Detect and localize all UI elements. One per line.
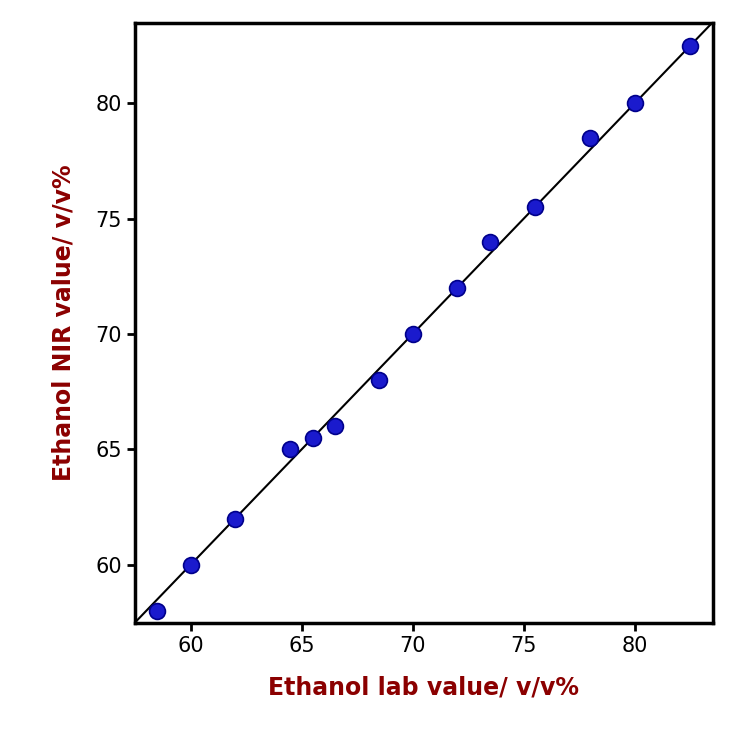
Point	[584, 132, 596, 144]
Point	[374, 374, 386, 386]
X-axis label: Ethanol lab value/ v/v%: Ethanol lab value/ v/v%	[268, 675, 579, 699]
Point	[307, 432, 319, 444]
Point	[484, 236, 496, 248]
Point	[329, 420, 341, 432]
Y-axis label: Ethanol NIR value/ v/v%: Ethanol NIR value/ v/v%	[52, 164, 76, 481]
Point	[451, 282, 463, 294]
Point	[529, 201, 541, 213]
Point	[152, 605, 164, 617]
Point	[229, 513, 241, 525]
Point	[628, 98, 640, 109]
Point	[184, 559, 196, 571]
Point	[406, 328, 418, 340]
Point	[284, 443, 296, 455]
Point	[684, 40, 696, 52]
